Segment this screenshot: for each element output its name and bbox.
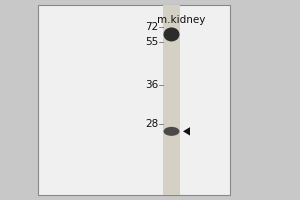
Polygon shape bbox=[183, 127, 190, 136]
Text: 28: 28 bbox=[145, 119, 158, 129]
Text: 55: 55 bbox=[145, 37, 158, 47]
Text: 36: 36 bbox=[145, 80, 158, 90]
FancyBboxPatch shape bbox=[163, 5, 180, 195]
Ellipse shape bbox=[164, 27, 179, 41]
FancyBboxPatch shape bbox=[38, 5, 230, 195]
Ellipse shape bbox=[164, 127, 179, 136]
Text: 72: 72 bbox=[145, 22, 158, 32]
Text: m.kidney: m.kidney bbox=[157, 15, 206, 25]
